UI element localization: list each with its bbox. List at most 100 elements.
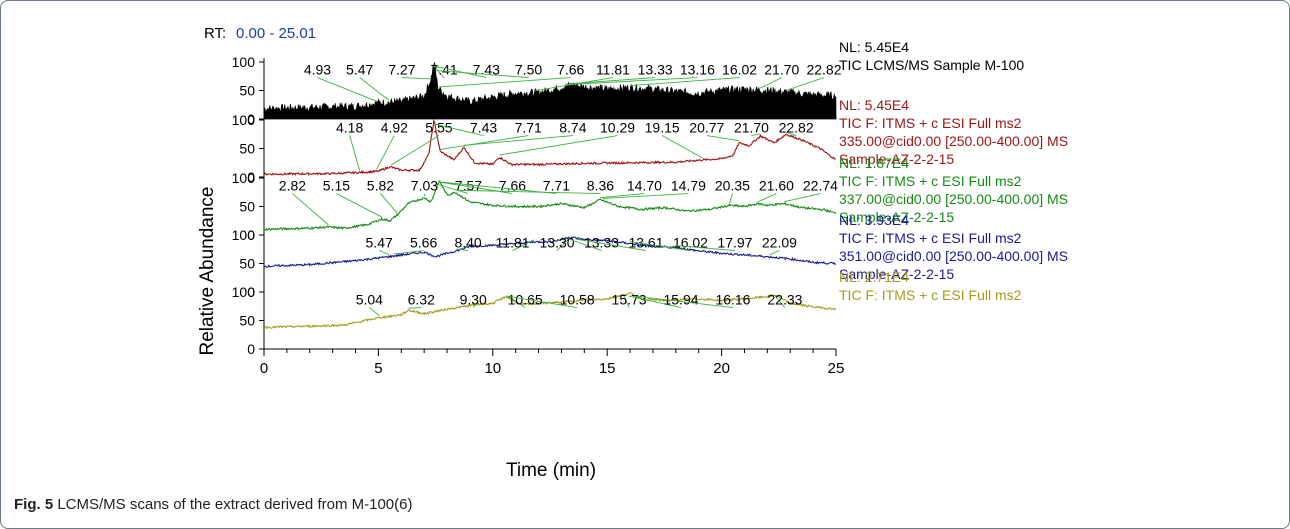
peak-leader — [472, 302, 478, 308]
peak-leader — [760, 77, 782, 89]
panel-info-line: 335.00@cid0.00 [250.00-400.00] MS — [839, 133, 1068, 149]
peak-label: 5.47 — [346, 62, 373, 78]
peak-leader — [390, 135, 440, 166]
peak-label: 22.33 — [767, 292, 802, 308]
panel-info-line: Sample-AZ-2-2-15 — [839, 266, 954, 282]
peak-leader — [505, 295, 578, 308]
peak-label: 13.16 — [680, 62, 715, 78]
caption-text: LCMS/MS scans of the extract derived fro… — [53, 496, 413, 513]
series-trace — [263, 236, 836, 268]
peak-leader — [556, 238, 569, 251]
y-tick-label: 50 — [239, 83, 255, 99]
series-trace — [263, 292, 837, 329]
peak-leader — [623, 295, 630, 308]
peak-leader — [769, 250, 780, 256]
peak-label: 5.04 — [356, 292, 383, 308]
y-tick-label: 0 — [247, 111, 255, 127]
y-tick-label: 50 — [239, 313, 255, 329]
peak-leader — [349, 135, 361, 171]
panel-4: 0 50 100 5.47 5.66 8.40 11.81 13.30 13.33 13.61 16… — [232, 212, 1068, 300]
y-tick-label: 50 — [239, 256, 255, 272]
panels-group: 0 50 100 4.93 5.47 7.27 7.41 7.43 7.50 7.66 11.81 1… — [232, 39, 1068, 357]
peak-label: 17.97 — [717, 235, 752, 251]
panel-info-line: NL: 5.45E4 — [839, 97, 909, 113]
peak-label: 22.09 — [762, 235, 797, 251]
peak-leader — [706, 135, 740, 142]
peak-leader — [751, 133, 761, 136]
panel-info-line: TIC LCMS/MS Sample M-100 — [839, 57, 1024, 73]
x-axis-label: Time (min) — [506, 460, 596, 481]
peak-label: 5.15 — [323, 178, 350, 194]
peak-leader — [433, 123, 484, 136]
peak-label: 7.71 — [543, 178, 570, 194]
peak-label: 22.74 — [803, 178, 838, 194]
peak-leader — [292, 193, 329, 226]
peak-leader — [568, 77, 656, 85]
peak-leader — [630, 77, 740, 87]
peak-label: 7.66 — [557, 62, 584, 78]
peak-label: 8.40 — [454, 235, 481, 251]
panel-5: 0501005.046.329.3010.6510.5815.7315.9416… — [232, 269, 1022, 357]
peak-leader — [785, 77, 825, 91]
peak-leader — [758, 193, 777, 203]
panel-info-line: TIC F: ITMS + c ESI Full ms2 — [839, 173, 1022, 189]
peak-leader — [463, 135, 573, 146]
peak-label: 5.82 — [367, 178, 394, 194]
panel-info-line: NL: 5.45E4 — [839, 39, 909, 55]
peak-leader — [575, 238, 647, 251]
peak-label: 4.92 — [381, 120, 408, 136]
peak-leader — [499, 135, 618, 156]
peak-leader — [359, 77, 390, 101]
y-tick-label: 50 — [239, 141, 255, 157]
x-tick-label: 15 — [599, 360, 616, 377]
peak-label: 7.57 — [455, 178, 482, 194]
peak-leader — [785, 131, 797, 136]
y-tick-label: 100 — [232, 284, 256, 300]
peak-label: 7.50 — [515, 62, 542, 78]
peak-label: 5.47 — [366, 235, 393, 251]
peak-leader — [369, 307, 380, 316]
panel-info-line: NL: 2.71E4 — [839, 269, 909, 285]
peak-label: 22.82 — [806, 62, 841, 78]
peak-label: 2.82 — [279, 178, 306, 194]
peak-label: 13.61 — [628, 235, 663, 251]
y-tick-label: 0 — [247, 169, 255, 185]
panel-info-line: TIC F: ITMS + c ESI Full ms2 — [839, 115, 1022, 131]
peak-label: 16.16 — [715, 292, 750, 308]
x-tick-label: 10 — [484, 360, 501, 377]
peak-leader — [630, 241, 691, 251]
rt-prefix: RT: — [204, 25, 226, 42]
y-tick-label: 100 — [232, 170, 256, 186]
peak-label: 6.32 — [408, 292, 435, 308]
peak-leader — [675, 245, 735, 251]
peak-leader — [433, 65, 487, 78]
caption-label: Fig. 5 — [14, 496, 54, 513]
peak-label: 8.74 — [559, 120, 586, 136]
panel-info-line: Sample-AZ-2-2-15 — [839, 151, 954, 167]
y-tick-label: 0 — [247, 341, 255, 357]
peak-leader — [380, 193, 398, 214]
peak-label: 7.71 — [515, 120, 542, 136]
y-tick-label: 50 — [239, 199, 255, 215]
peak-label: 11.81 — [596, 62, 630, 78]
y-tick-label: 0 — [247, 284, 255, 300]
peak-label: 5.66 — [410, 235, 437, 251]
peak-leader — [729, 193, 733, 204]
panel-info-line: 351.00@cid0.00 [250.00-400.00] MS — [839, 248, 1068, 264]
x-tick-label: 0 — [260, 360, 268, 377]
peak-leader — [440, 181, 557, 194]
peak-label: 15.73 — [612, 292, 647, 308]
peak-leader — [378, 250, 390, 256]
peak-label: 16.02 — [673, 235, 708, 251]
y-tick-label: 100 — [232, 112, 256, 128]
peak-leader — [784, 193, 821, 203]
peak-leader — [440, 135, 529, 150]
peak-leader — [456, 248, 469, 251]
peak-leader — [401, 77, 431, 80]
panel-info-line: NL: 3.93E4 — [839, 212, 909, 228]
peak-leader — [437, 183, 469, 194]
peak-label: 7.43 — [470, 120, 497, 136]
peak-leader — [336, 193, 383, 218]
